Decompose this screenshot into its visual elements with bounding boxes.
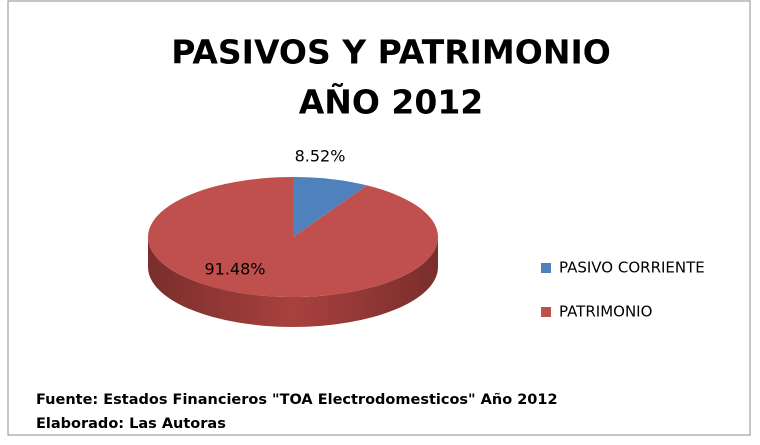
- slice: [147, 177, 438, 298]
- legend-swatch: [541, 307, 551, 317]
- slice: [293, 177, 367, 237]
- legend-swatch: [541, 263, 551, 273]
- data-label: 91.48%: [204, 260, 265, 279]
- chart-title: AÑO 2012: [299, 82, 484, 122]
- chart-title: PASIVOS Y PATRIMONIO: [171, 33, 611, 72]
- note: Elaborado: Las Autoras: [36, 416, 226, 432]
- legend-label: PATRIMONIO: [559, 303, 652, 321]
- slice-side: [148, 237, 438, 327]
- legend-label: PASIVO CORRIENTE: [559, 259, 705, 277]
- data-label: 8.52%: [295, 147, 346, 166]
- note: Fuente: Estados Financieros "TOA Electro…: [36, 392, 558, 408]
